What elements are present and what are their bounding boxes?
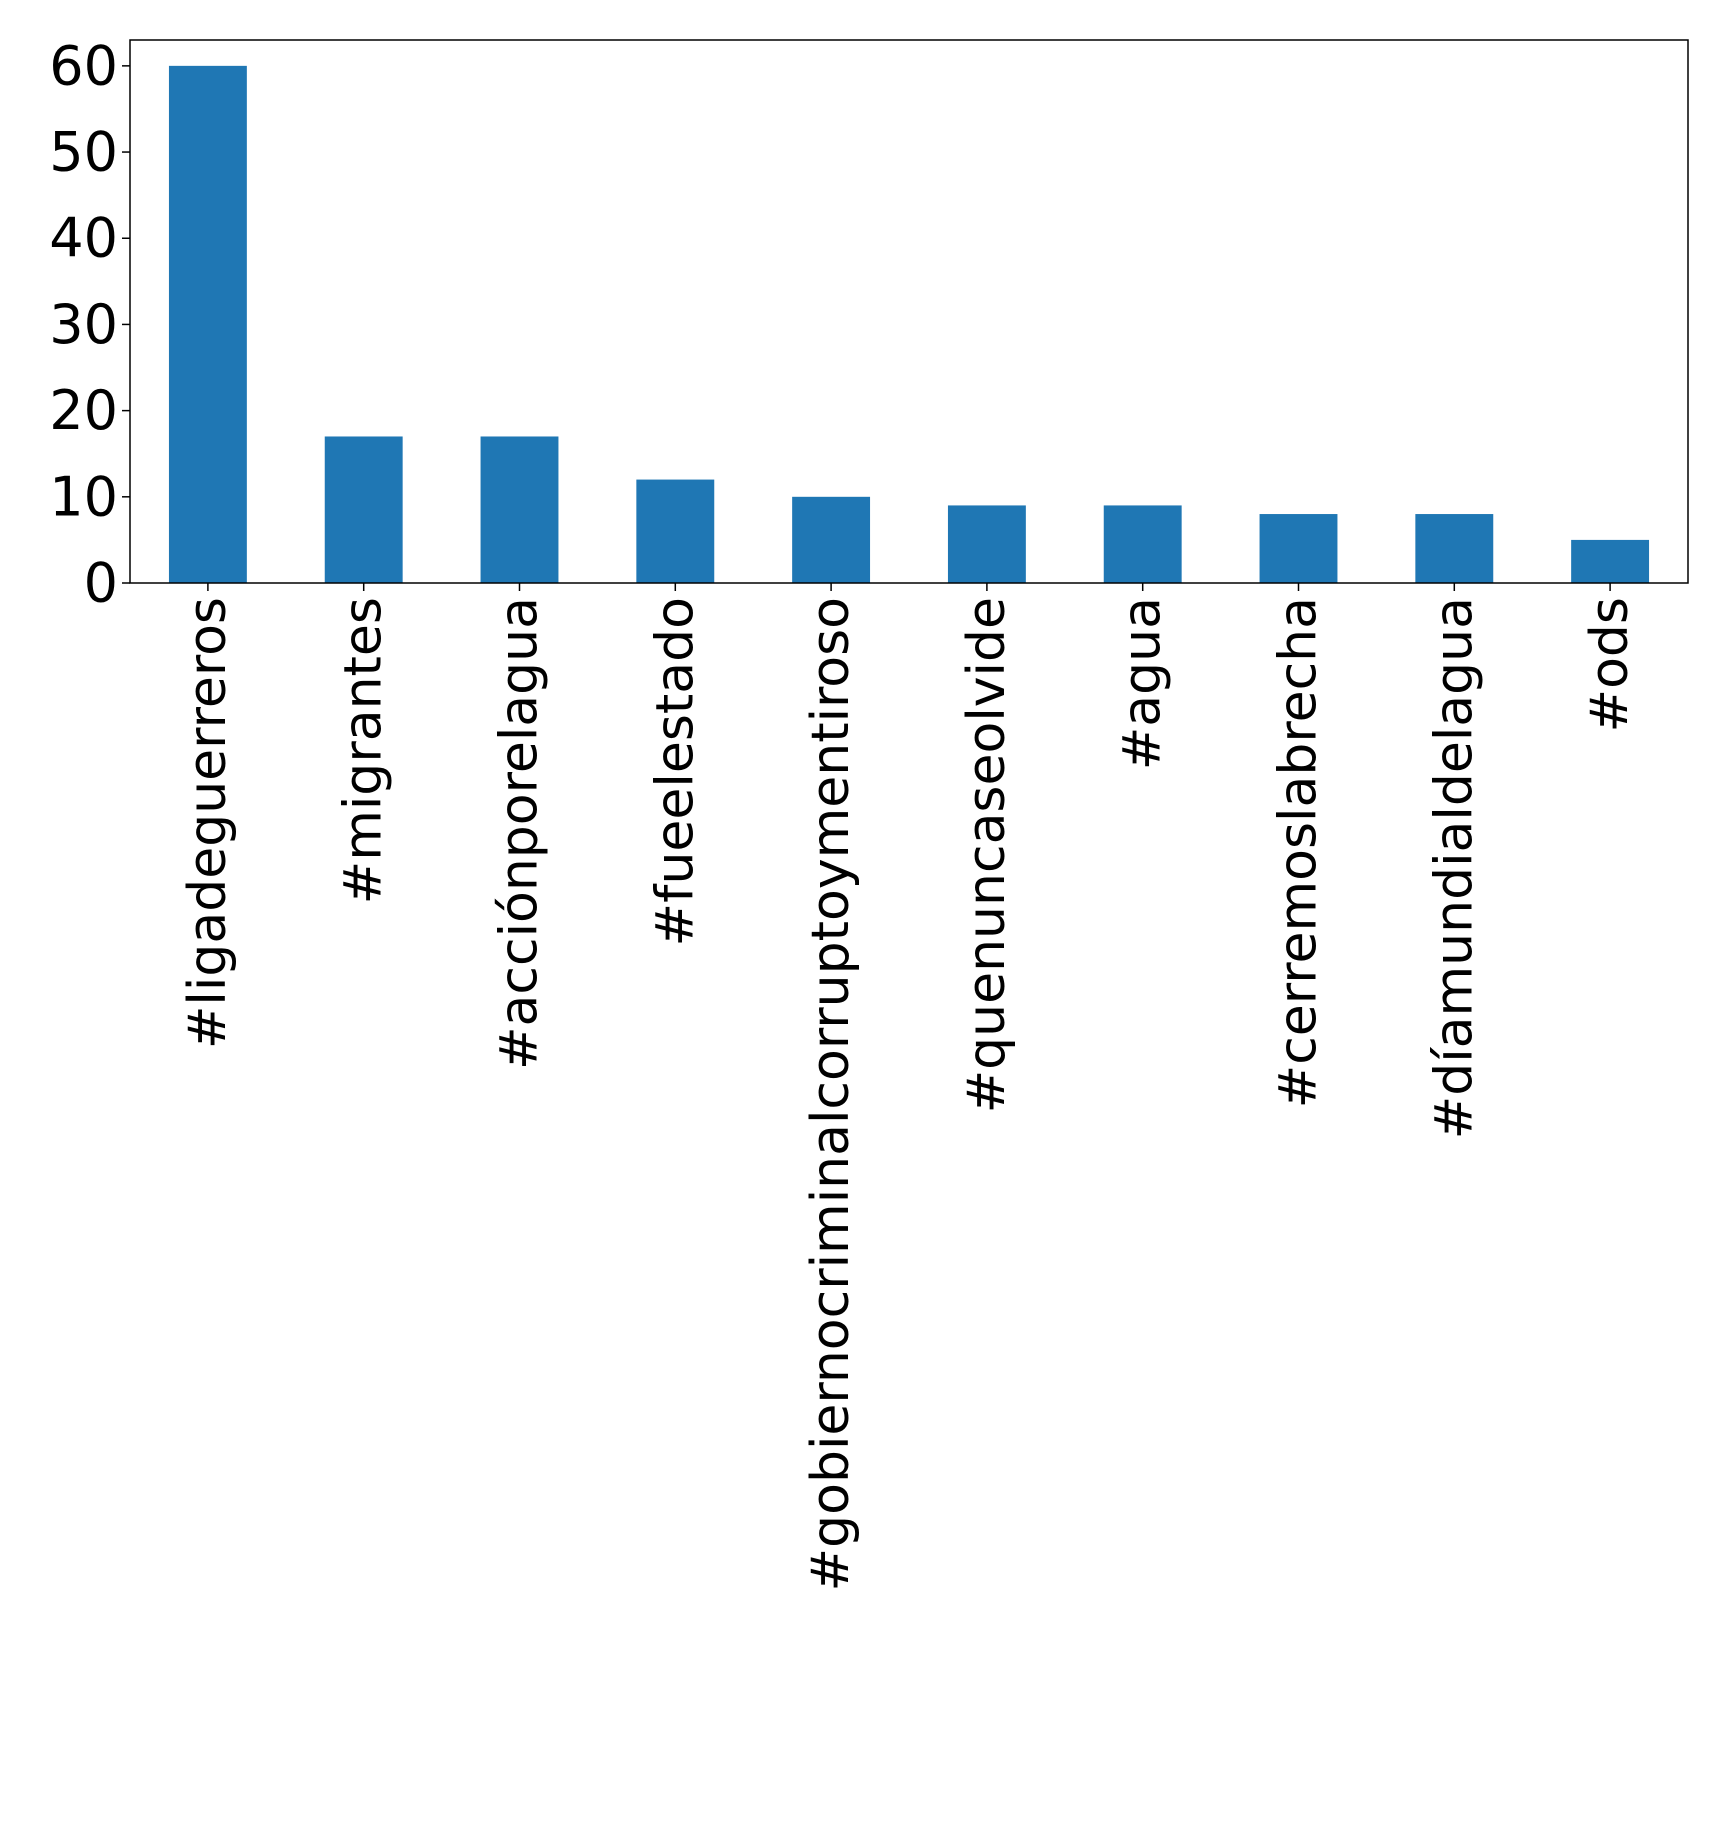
bar-1	[324, 436, 403, 583]
bar-6	[1103, 505, 1182, 583]
x-tick-label: #ods	[1580, 597, 1640, 732]
bar-0	[168, 65, 247, 584]
bar-3	[636, 479, 715, 583]
x-tick-label: #cerremoslabrecha	[1269, 597, 1329, 1108]
ticks-layer: #ligadeguerreros #migrantes #acciónporelag…	[49, 34, 1640, 1591]
y-tick-label: 20	[49, 379, 118, 442]
plot-frame	[129, 39, 1689, 584]
y-tick-label: 60	[49, 34, 118, 97]
y-tick-label: 40	[49, 207, 118, 270]
y-tick-label: 0	[84, 552, 118, 615]
bar-7	[1259, 514, 1338, 583]
x-tick-label: #acciónporelagua	[490, 597, 550, 1070]
y-tick-label: 30	[49, 293, 118, 356]
y-tick-label: 50	[49, 121, 118, 184]
x-tick-label: #gobiernocriminalcorruptoymentiroso	[801, 597, 861, 1591]
y-tick-label: 10	[49, 465, 118, 528]
x-tick-label: #agua	[1113, 597, 1173, 770]
bar-8	[1415, 514, 1494, 583]
x-tick-label: #migrantes	[334, 597, 394, 904]
bar-5	[947, 505, 1026, 583]
x-tick-label: #quenuncaseolvide	[957, 597, 1017, 1113]
bar-9	[1571, 539, 1650, 583]
x-tick-label: #fueelestado	[645, 597, 705, 946]
bars-layer	[168, 65, 1650, 584]
x-tick-label: #ligadeguerreros	[178, 597, 238, 1049]
bar-2	[480, 436, 559, 583]
x-tick-label: #díamundialdelagua	[1424, 597, 1484, 1139]
bar-4	[792, 496, 871, 583]
